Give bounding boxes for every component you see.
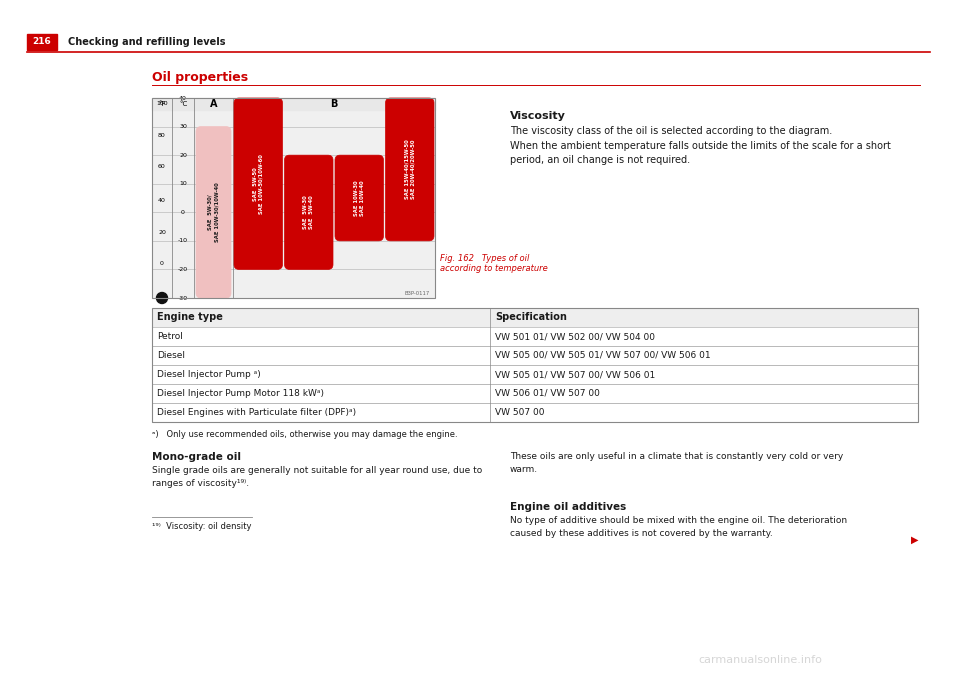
Text: SAE 15W-40/15W-50
SAE 20W-40/20W-50: SAE 15W-40/15W-50 SAE 20W-40/20W-50: [404, 140, 416, 199]
Text: -20: -20: [178, 267, 188, 272]
Text: VW 501 01/ VW 502 00/ VW 504 00: VW 501 01/ VW 502 00/ VW 504 00: [495, 332, 655, 341]
Text: 20: 20: [158, 230, 166, 235]
Text: SAE  5W-30/
SAE 10W-30/10W-40: SAE 5W-30/ SAE 10W-30/10W-40: [208, 182, 219, 242]
Text: VW 506 01/ VW 507 00: VW 506 01/ VW 507 00: [495, 389, 600, 398]
Text: ¹⁹⁾  Viscosity: oil density: ¹⁹⁾ Viscosity: oil density: [152, 522, 252, 531]
Circle shape: [156, 292, 167, 304]
Text: 10: 10: [180, 181, 187, 186]
Text: 100: 100: [156, 101, 168, 106]
Text: 30: 30: [180, 124, 187, 129]
Text: Single grade oils are generally not suitable for all year round use, due to
rang: Single grade oils are generally not suit…: [152, 466, 482, 487]
Text: Diesel: Diesel: [157, 351, 185, 360]
Bar: [152, 384, 918, 403]
Text: 80: 80: [158, 133, 166, 138]
Bar: [152, 308, 918, 327]
Text: VW 507 00: VW 507 00: [495, 408, 544, 417]
Text: 20: 20: [180, 153, 187, 158]
Text: Specification: Specification: [495, 313, 566, 323]
Text: Oil properties: Oil properties: [152, 71, 248, 84]
Text: 60: 60: [158, 164, 166, 169]
Text: A: A: [209, 99, 217, 109]
Text: Mono-grade oil: Mono-grade oil: [152, 452, 241, 462]
Text: ▶: ▶: [910, 535, 918, 545]
Text: 0: 0: [181, 210, 185, 215]
Text: The viscosity class of the oil is selected according to the diagram.: The viscosity class of the oil is select…: [510, 126, 832, 136]
Bar: [152, 346, 918, 365]
Bar: [152, 403, 918, 422]
Text: carmanualsonline.info: carmanualsonline.info: [698, 655, 822, 665]
Bar: [152, 98, 435, 298]
Text: SAE  5W-30
SAE  5W-40: SAE 5W-30 SAE 5W-40: [303, 195, 314, 229]
Bar: [152, 308, 918, 422]
Text: B3P-0117: B3P-0117: [405, 291, 430, 296]
Text: SAE 10W-30
SAE 10W-40: SAE 10W-30 SAE 10W-40: [353, 180, 365, 216]
Text: SAE  5W-50
SAE 10W-50/10W-60: SAE 5W-50 SAE 10W-50/10W-60: [252, 154, 264, 214]
FancyBboxPatch shape: [284, 155, 333, 269]
Text: 216: 216: [33, 37, 52, 47]
Text: When the ambient temperature falls outside the limits of the scale for a short
p: When the ambient temperature falls outsi…: [510, 141, 891, 165]
FancyBboxPatch shape: [386, 98, 434, 241]
Text: VW 505 01/ VW 507 00/ VW 506 01: VW 505 01/ VW 507 00/ VW 506 01: [495, 370, 656, 379]
Text: No type of additive should be mixed with the engine oil. The deterioration
cause: No type of additive should be mixed with…: [510, 516, 847, 538]
Text: 0: 0: [160, 261, 164, 266]
Text: Engine oil additives: Engine oil additives: [510, 502, 626, 512]
Text: Checking and refilling levels: Checking and refilling levels: [68, 37, 226, 47]
Text: -10: -10: [178, 239, 188, 243]
Text: Fig. 162   Types of oil
according to temperature: Fig. 162 Types of oil according to tempe…: [440, 254, 548, 273]
FancyBboxPatch shape: [196, 127, 231, 298]
Text: -30: -30: [178, 296, 188, 300]
FancyBboxPatch shape: [234, 98, 282, 269]
Bar: [152, 327, 918, 346]
Text: Viscosity: Viscosity: [510, 111, 565, 121]
Text: °C: °C: [179, 101, 187, 107]
Text: Engine type: Engine type: [157, 313, 223, 323]
Text: ᵃ)   Only use recommended oils, otherwise you may damage the engine.: ᵃ) Only use recommended oils, otherwise …: [152, 430, 458, 439]
Text: Diesel Injector Pump ᵃ): Diesel Injector Pump ᵃ): [157, 370, 261, 379]
Text: B: B: [330, 99, 338, 109]
Bar: [152, 98, 435, 110]
FancyBboxPatch shape: [335, 155, 383, 241]
Bar: [152, 365, 918, 384]
Text: Diesel Engines with Particulate filter (DPF)ᵃ): Diesel Engines with Particulate filter (…: [157, 408, 356, 417]
Text: These oils are only useful in a climate that is constantly very cold or very
war: These oils are only useful in a climate …: [510, 452, 843, 473]
Text: 40: 40: [158, 199, 166, 203]
Bar: [27, 34, 57, 50]
Text: Petrol: Petrol: [157, 332, 182, 341]
Text: Diesel Injector Pump Motor 118 kWᵃ): Diesel Injector Pump Motor 118 kWᵃ): [157, 389, 324, 398]
Text: VW 505 00/ VW 505 01/ VW 507 00/ VW 506 01: VW 505 00/ VW 505 01/ VW 507 00/ VW 506 …: [495, 351, 710, 360]
Bar: [152, 98, 435, 298]
Text: -20: -20: [156, 293, 167, 298]
Text: 40: 40: [180, 96, 187, 100]
Text: °F: °F: [158, 101, 166, 107]
